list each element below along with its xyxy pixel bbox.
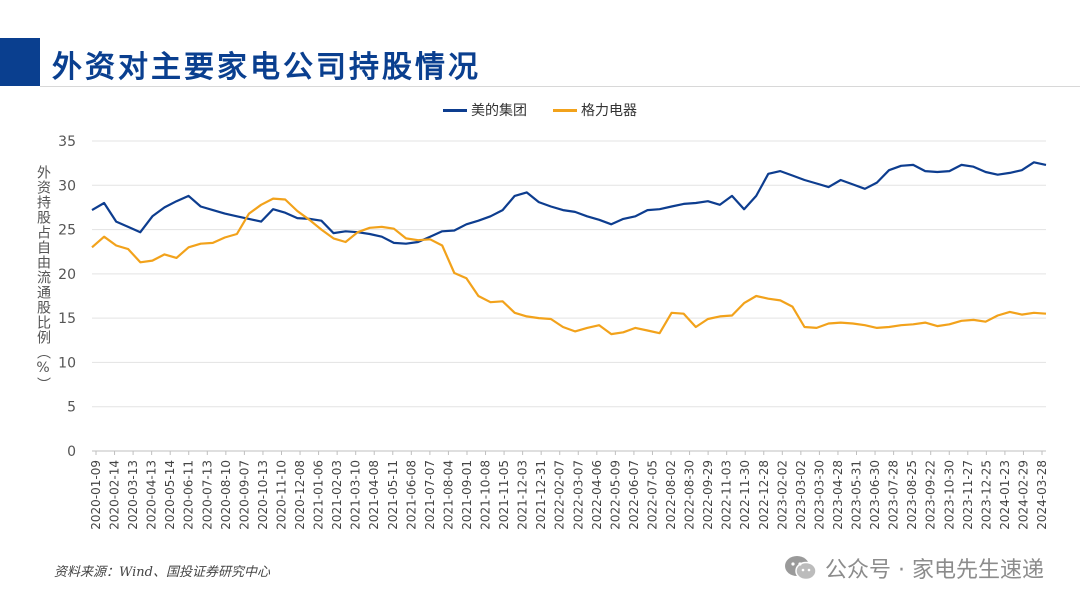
x-tick-label-2: 2020-03-13	[126, 460, 140, 530]
x-tick-label-30: 2022-07-05	[645, 460, 659, 530]
x-tick-label-34: 2022-11-03	[720, 460, 734, 530]
source-note: 资料来源：Wind、国投证券研究中心	[54, 565, 270, 580]
chart-legend: 美的集团 格力电器	[0, 100, 1080, 120]
x-tick-label-14: 2021-03-10	[349, 460, 363, 530]
y-tick-label-3: 15	[58, 311, 76, 327]
x-tick-label-28: 2022-05-09	[608, 460, 622, 530]
x-tick-label-6: 2020-07-13	[200, 460, 214, 530]
y-tick-label-5: 25	[58, 223, 76, 239]
x-tick-label-11: 2020-12-08	[293, 460, 307, 530]
x-tick-label-51: 2024-03-28	[1035, 460, 1049, 530]
x-tick-label-43: 2023-07-28	[887, 460, 901, 530]
x-tick-label-49: 2024-01-23	[998, 460, 1012, 530]
x-tick-label-22: 2021-11-05	[497, 460, 511, 530]
x-tick-label-39: 2023-03-30	[812, 460, 826, 530]
x-tick-label-41: 2023-05-31	[850, 460, 864, 530]
x-tick-label-23: 2021-12-03	[516, 460, 530, 530]
wechat-icon	[785, 556, 817, 581]
x-tick-label-9: 2020-10-13	[256, 460, 270, 530]
x-tick-label-29: 2022-06-07	[627, 460, 641, 530]
y-tick-label-2: 10	[58, 355, 76, 371]
x-tick-label-3: 2020-04-13	[145, 460, 159, 530]
x-tick-label-33: 2022-09-29	[701, 460, 715, 530]
x-tick-label-45: 2023-09-22	[924, 460, 938, 530]
x-tick-label-0: 2020-01-09	[89, 460, 103, 530]
x-tick-label-46: 2023-10-30	[942, 460, 956, 530]
x-tick-label-12: 2021-01-06	[312, 460, 326, 530]
x-tick-label-38: 2023-03-02	[794, 460, 808, 530]
title-accent-bar	[0, 38, 40, 86]
y-tick-label-7: 35	[58, 134, 76, 150]
series-line-0	[91, 161, 1047, 245]
x-tick-label-1: 2020-02-14	[108, 460, 122, 530]
x-tick-label-47: 2023-11-27	[961, 460, 975, 530]
x-tick-label-27: 2022-04-06	[590, 460, 604, 530]
legend-label-series-0: 美的集团	[471, 103, 527, 119]
x-tick-label-35: 2022-11-30	[738, 460, 752, 530]
x-tick-label-31: 2022-08-02	[664, 460, 678, 530]
x-tick-label-19: 2021-08-04	[441, 460, 455, 530]
x-tick-label-37: 2023-02-02	[775, 460, 789, 530]
legend-swatch-series-1	[553, 108, 577, 112]
legend-item-series-0: 美的集团	[443, 100, 527, 120]
y-tick-label-0: 0	[67, 444, 76, 460]
y-tick-label-6: 30	[58, 178, 76, 194]
series-line-1	[91, 197, 1047, 336]
x-tick-label-18: 2021-07-07	[423, 460, 437, 530]
x-tick-label-25: 2022-02-07	[553, 460, 567, 530]
x-tick-label-32: 2022-08-30	[683, 460, 697, 530]
x-tick-label-26: 2022-03-07	[571, 460, 585, 530]
legend-item-series-1: 格力电器	[553, 100, 637, 120]
x-tick-label-4: 2020-05-14	[163, 460, 177, 530]
x-tick-label-21: 2021-10-08	[479, 460, 493, 530]
x-tick-label-5: 2020-06-11	[182, 460, 196, 530]
line-chart: 0 5 10 15 20 25 30 35 2020-01-09 2020-02-14 2020-0…	[58, 134, 1049, 530]
legend-swatch-series-0	[443, 108, 467, 112]
y-axis-label: 外资持股占自由流通股比例（%）	[35, 165, 51, 392]
x-tick-label-15: 2021-04-08	[367, 460, 381, 530]
x-tick-label-50: 2024-02-29	[1016, 460, 1030, 530]
x-tick-label-16: 2021-05-11	[386, 460, 400, 530]
x-tick-label-48: 2023-12-25	[979, 460, 993, 530]
page-title: 外资对主要家电公司持股情况	[52, 50, 481, 85]
x-tick-label-24: 2021-12-31	[534, 460, 548, 530]
x-tick-label-40: 2023-04-28	[831, 460, 845, 530]
x-tick-label-8: 2020-09-07	[237, 460, 251, 530]
x-tick-label-10: 2020-11-10	[274, 460, 288, 530]
y-tick-label-4: 20	[58, 267, 76, 283]
x-tick-label-20: 2021-09-01	[460, 460, 474, 530]
x-tick-label-42: 2023-06-30	[868, 460, 882, 530]
y-tick-label-1: 5	[67, 400, 76, 416]
x-tick-label-13: 2021-02-03	[330, 460, 344, 530]
x-tick-label-36: 2022-12-28	[757, 460, 771, 530]
x-tick-label-44: 2023-08-25	[905, 460, 919, 530]
x-tick-label-17: 2021-06-08	[404, 460, 418, 530]
title-divider	[40, 86, 1080, 87]
legend-label-series-1: 格力电器	[581, 103, 637, 119]
x-tick-label-7: 2020-08-10	[219, 460, 233, 530]
watermark: 公众号 · 家电先生速递	[783, 552, 1044, 584]
watermark-text: 公众号 · 家电先生速递	[825, 558, 1044, 583]
